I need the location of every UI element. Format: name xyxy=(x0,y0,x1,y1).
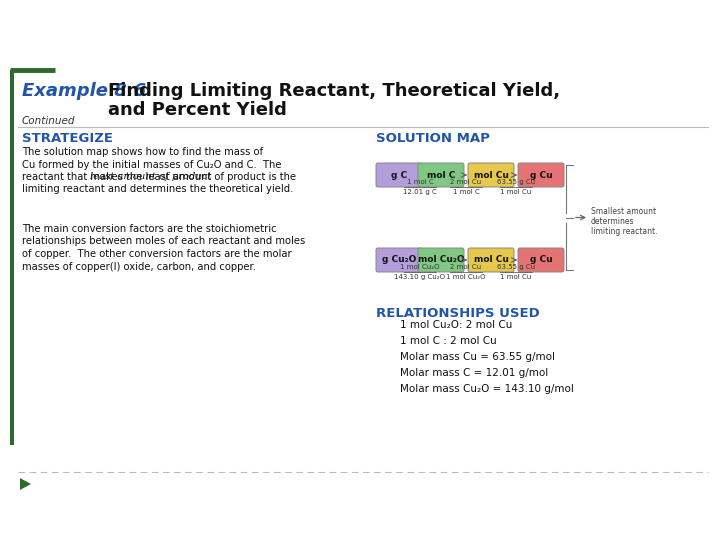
FancyBboxPatch shape xyxy=(10,70,14,445)
Text: RELATIONSHIPS USED: RELATIONSHIPS USED xyxy=(376,307,540,320)
Text: Molar mass Cu = 63.55 g/mol: Molar mass Cu = 63.55 g/mol xyxy=(400,352,555,362)
Text: and Percent Yield: and Percent Yield xyxy=(108,101,287,119)
Text: reactant that makes the least amount of product is the: reactant that makes the least amount of … xyxy=(22,172,296,182)
FancyBboxPatch shape xyxy=(468,163,514,187)
Text: relationships between moles of each reactant and moles: relationships between moles of each reac… xyxy=(22,237,305,246)
Text: g Cu: g Cu xyxy=(530,255,552,265)
Text: 1 mol C: 1 mol C xyxy=(453,189,480,195)
Text: mol Cu₂O: mol Cu₂O xyxy=(418,255,464,265)
FancyBboxPatch shape xyxy=(518,248,564,272)
Text: 1 mol Cu₂O: 1 mol Cu₂O xyxy=(446,274,486,280)
Text: Finding Limiting Reactant, Theoretical Yield,: Finding Limiting Reactant, Theoretical Y… xyxy=(108,82,560,100)
FancyBboxPatch shape xyxy=(468,248,514,272)
FancyBboxPatch shape xyxy=(418,163,464,187)
Text: mol Cu: mol Cu xyxy=(474,255,508,265)
Text: least amount of product: least amount of product xyxy=(91,172,212,181)
Text: g Cu₂O: g Cu₂O xyxy=(382,255,416,265)
Text: 2 mol Cu: 2 mol Cu xyxy=(451,179,482,185)
Text: Cu formed by the initial masses of Cu₂O and C.  The: Cu formed by the initial masses of Cu₂O … xyxy=(22,159,282,170)
Text: 1 mol Cu: 1 mol Cu xyxy=(500,274,531,280)
Text: determines: determines xyxy=(591,218,634,226)
Text: 1 mol Cu₂O: 2 mol Cu: 1 mol Cu₂O: 2 mol Cu xyxy=(400,320,513,330)
Text: mol C: mol C xyxy=(427,171,455,179)
Text: 63.55 g Cu: 63.55 g Cu xyxy=(497,179,535,185)
Text: 1 mol Cu₂O: 1 mol Cu₂O xyxy=(400,264,440,270)
Text: of copper.  The other conversion factors are the molar: of copper. The other conversion factors … xyxy=(22,249,292,259)
FancyBboxPatch shape xyxy=(376,163,422,187)
Polygon shape xyxy=(20,478,31,490)
Text: The solution map shows how to find the mass of: The solution map shows how to find the m… xyxy=(22,147,263,157)
Text: 1 mol C : 2 mol Cu: 1 mol C : 2 mol Cu xyxy=(400,336,497,346)
Text: g C: g C xyxy=(391,171,407,179)
Text: Smallest amount: Smallest amount xyxy=(591,207,656,217)
Text: 2 mol Cu: 2 mol Cu xyxy=(451,264,482,270)
Text: Molar mass C = 12.01 g/mol: Molar mass C = 12.01 g/mol xyxy=(400,368,548,378)
Text: 1 mol C: 1 mol C xyxy=(407,179,433,185)
Text: SOLUTION MAP: SOLUTION MAP xyxy=(376,132,490,145)
Text: masses of copper(I) oxide, carbon, and copper.: masses of copper(I) oxide, carbon, and c… xyxy=(22,261,256,272)
Text: Continued: Continued xyxy=(22,116,76,126)
Text: g Cu: g Cu xyxy=(530,171,552,179)
FancyBboxPatch shape xyxy=(376,248,422,272)
Text: 63.55 g Cu: 63.55 g Cu xyxy=(497,264,535,270)
Text: Molar mass Cu₂O = 143.10 g/mol: Molar mass Cu₂O = 143.10 g/mol xyxy=(400,384,574,394)
FancyBboxPatch shape xyxy=(418,248,464,272)
Text: 12.01 g C: 12.01 g C xyxy=(403,189,437,195)
Text: 1 mol Cu: 1 mol Cu xyxy=(500,189,531,195)
Text: The main conversion factors are the stoichiometric: The main conversion factors are the stoi… xyxy=(22,224,276,234)
FancyBboxPatch shape xyxy=(518,163,564,187)
Text: Example 8.6: Example 8.6 xyxy=(22,82,146,100)
Text: 143.10 g Cu₂O: 143.10 g Cu₂O xyxy=(395,274,446,280)
Text: limiting reactant and determines the theoretical yield.: limiting reactant and determines the the… xyxy=(22,185,293,194)
Text: mol Cu: mol Cu xyxy=(474,171,508,179)
Text: limiting reactant.: limiting reactant. xyxy=(591,227,657,237)
Text: STRATEGIZE: STRATEGIZE xyxy=(22,132,113,145)
